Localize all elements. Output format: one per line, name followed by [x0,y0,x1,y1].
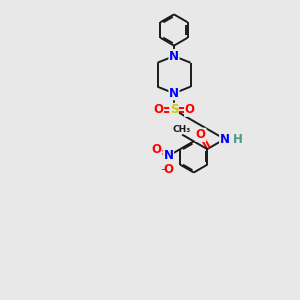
Text: CH₃: CH₃ [173,125,191,134]
Text: O: O [164,163,173,176]
Text: N: N [164,149,173,162]
Text: S: S [170,103,178,116]
Text: N: N [169,87,179,100]
Text: N: N [220,133,230,146]
Text: H: H [233,133,243,146]
Text: O: O [152,142,162,156]
Text: O: O [153,103,164,116]
Text: O: O [196,128,206,141]
Text: ⁻: ⁻ [160,166,166,179]
Text: O: O [184,103,195,116]
Text: N: N [169,50,179,63]
